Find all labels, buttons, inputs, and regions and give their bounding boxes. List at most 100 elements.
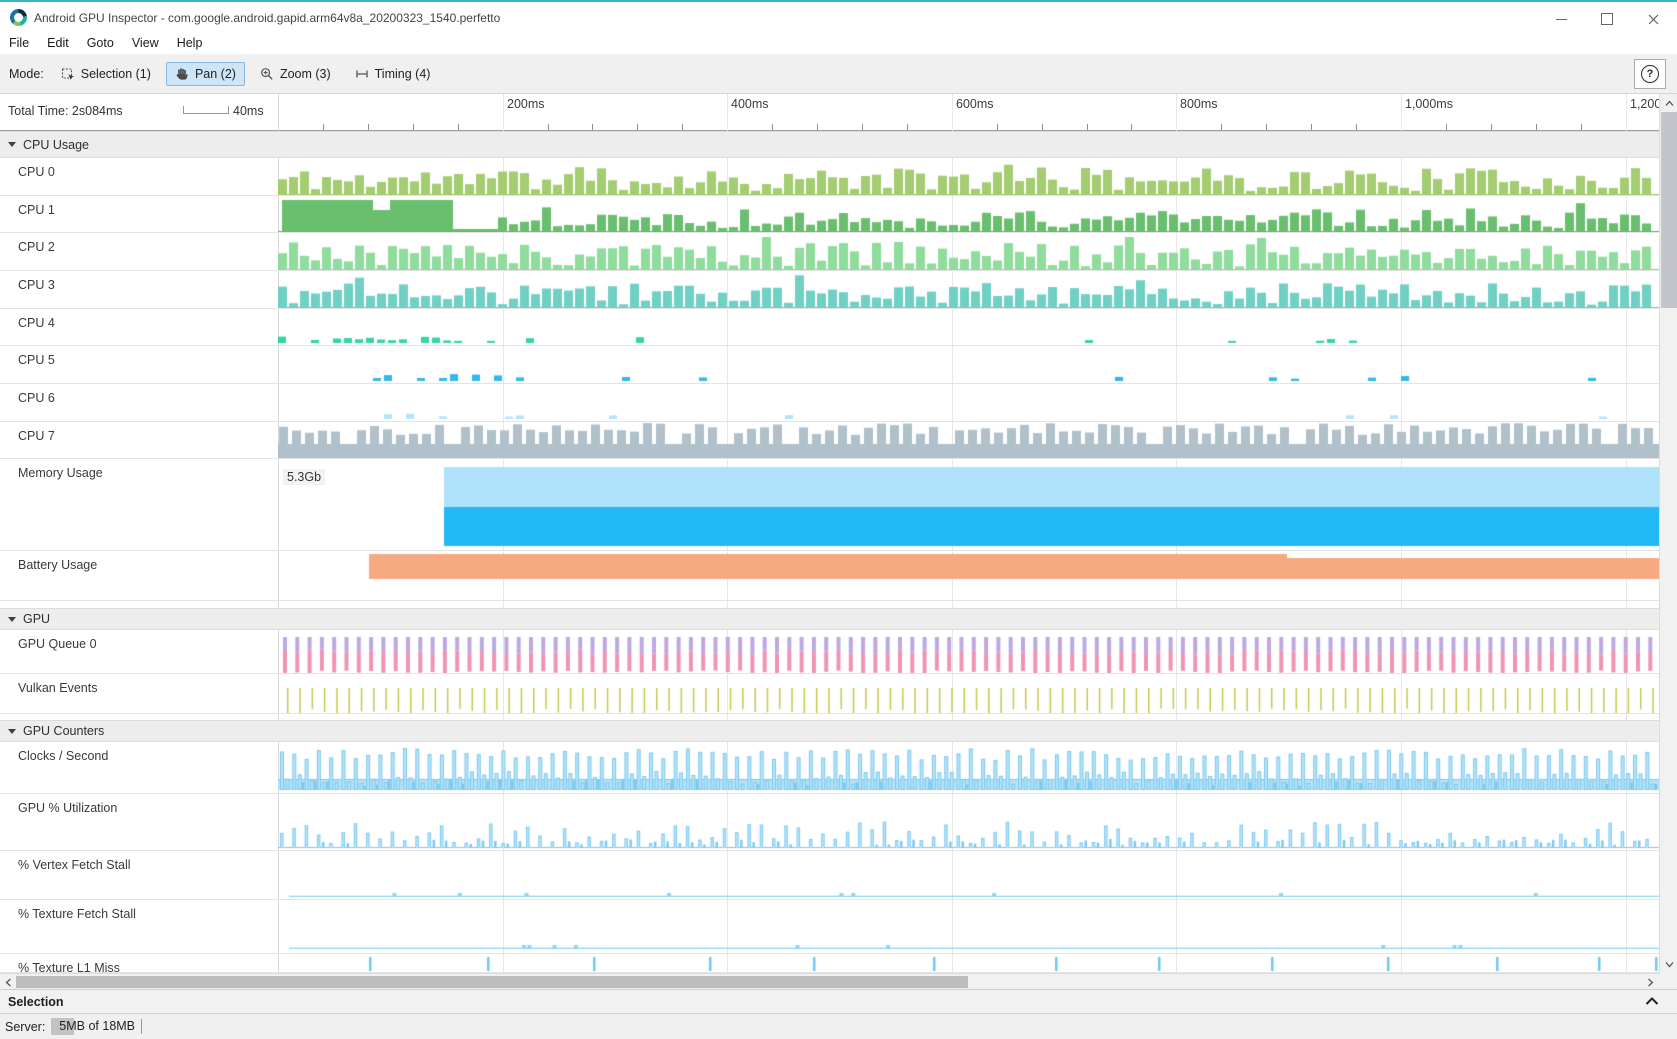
ruler-minor-tick: [772, 124, 773, 130]
track-chart-cpu7[interactable]: [278, 422, 1659, 458]
track-chart-gpu-utilization[interactable]: [278, 794, 1659, 850]
track-chart-cpu1[interactable]: [278, 196, 1659, 232]
menu-item-view[interactable]: View: [131, 36, 159, 50]
track-row-cpu6: CPU 6: [0, 384, 1659, 422]
close-icon: [1648, 14, 1658, 24]
track-row-battery-usage: Battery Usage: [0, 551, 1659, 601]
track-row-cpu3: CPU 3: [0, 271, 1659, 309]
ruler-minor-tick: [682, 124, 683, 130]
track-chart-vulkan-events[interactable]: [278, 674, 1659, 713]
server-memory-value: 5MB of 18MB: [59, 1019, 136, 1033]
maximize-icon: [1601, 13, 1613, 25]
horizontal-scrollbar[interactable]: [0, 973, 1659, 989]
menu-item-goto[interactable]: Goto: [86, 36, 114, 50]
collapse-chevron-icon[interactable]: [1645, 995, 1659, 1009]
ruler-tick-label: 400ms: [731, 97, 769, 111]
ruler-minor-tick: [1131, 124, 1132, 130]
track-chart-cpu0[interactable]: [278, 158, 1659, 195]
track-label-gpu-queue-0: GPU Queue 0: [18, 637, 97, 651]
help-button[interactable]: ?: [1634, 59, 1666, 89]
group-header-gpu[interactable]: GPU: [0, 608, 1659, 630]
track-chart-cpu3[interactable]: [278, 271, 1659, 308]
track-row-cpu5: CPU 5: [0, 346, 1659, 384]
scale-label: 40ms: [233, 104, 264, 118]
track-label-vertex-fetch-stall: % Vertex Fetch Stall: [18, 858, 131, 872]
track-chart-cpu4[interactable]: [278, 309, 1659, 345]
track-label-gpu-utilization: GPU % Utilization: [18, 801, 118, 815]
track-label-texture-fetch-stall: % Texture Fetch Stall: [18, 907, 136, 921]
window-title: Android GPU Inspector - com.google.andro…: [34, 11, 501, 25]
server-memory-fill: [51, 1018, 75, 1035]
track-chart-vertex-fetch-stall[interactable]: [278, 851, 1659, 899]
ruler-minor-tick: [592, 124, 593, 130]
track-chart-texture-l1-miss[interactable]: [278, 954, 1659, 972]
track-label-cpu6: CPU 6: [18, 391, 55, 405]
menu-item-edit[interactable]: Edit: [47, 36, 69, 50]
ruler-minor-tick: [1087, 124, 1088, 130]
track-label-cpu2: CPU 2: [18, 240, 55, 254]
scroll-right-icon[interactable]: [1643, 975, 1657, 989]
track-row-clocks-per-second: Clocks / Second: [0, 742, 1659, 794]
ruler-minor-tick: [997, 124, 998, 130]
track-row-texture-fetch-stall: % Texture Fetch Stall: [0, 900, 1659, 954]
selection-mode-button[interactable]: Selection (1): [52, 62, 160, 86]
timing-mode-button[interactable]: Timing (4): [346, 62, 440, 86]
track-row-gpu-utilization: GPU % Utilization: [0, 794, 1659, 851]
track-label-cpu7: CPU 7: [18, 429, 55, 443]
total-time-label: Total Time: 2s084ms: [8, 104, 123, 118]
track-chart-clocks-per-second[interactable]: [278, 742, 1659, 793]
track-chart-gpu-queue-0[interactable]: [278, 630, 1659, 673]
minimize-icon: [1555, 18, 1567, 20]
track-chart-battery-usage[interactable]: [278, 551, 1659, 600]
menu-item-file[interactable]: File: [9, 36, 30, 50]
ruler-minor-tick: [1581, 124, 1582, 130]
group-header-gpu-counters[interactable]: GPU Counters: [0, 720, 1659, 742]
minimize-button[interactable]: [1546, 9, 1576, 29]
track-row-vulkan-events: Vulkan Events: [0, 674, 1659, 714]
timeline-ruler[interactable]: Total Time: 2s084ms 40ms 200ms 400ms 600ms…: [0, 94, 1677, 131]
help-icon: ?: [1641, 65, 1659, 83]
track-chart-cpu2[interactable]: [278, 233, 1659, 270]
pan-mode-button[interactable]: Pan (2): [165, 61, 245, 86]
status-bar: Server: 5MB of 18MB: [0, 1014, 1677, 1039]
close-button[interactable]: [1638, 9, 1668, 29]
maximize-button[interactable]: [1592, 9, 1622, 29]
window-accent-border: [0, 0, 1677, 2]
track-label-texture-l1-miss: % Texture L1 Miss: [18, 961, 120, 973]
scroll-up-icon[interactable]: [1662, 96, 1676, 110]
scroll-down-icon[interactable]: [1662, 957, 1676, 971]
ruler-minor-tick: [1311, 124, 1312, 130]
horizontal-scrollbar-thumb[interactable]: [16, 976, 968, 988]
ruler-minor-tick: [1536, 124, 1537, 130]
timing-icon: [355, 67, 369, 81]
track-chart-cpu6[interactable]: [278, 384, 1659, 421]
track-chart-texture-fetch-stall[interactable]: [278, 900, 1659, 953]
track-row-vertex-fetch-stall: % Vertex Fetch Stall: [0, 851, 1659, 900]
selection-panel-header[interactable]: Selection: [0, 989, 1677, 1014]
ruler-minor-tick: [637, 124, 638, 130]
track-row-cpu0: CPU 0: [0, 158, 1659, 196]
track-chart-memory-usage[interactable]: [278, 459, 1659, 550]
vertical-scrollbar-thumb[interactable]: [1661, 112, 1677, 308]
ruler-minor-tick: [1221, 124, 1222, 130]
track-label-memory-usage: Memory Usage: [18, 466, 103, 480]
scale-bracket: [183, 106, 229, 114]
app-logo-icon: [10, 9, 27, 26]
track-chart-cpu5[interactable]: [278, 346, 1659, 383]
track-label-clocks-per-second: Clocks / Second: [18, 749, 109, 763]
ruler-tick-label: 200ms: [507, 97, 545, 111]
title-bar: Android GPU Inspector - com.google.andro…: [0, 2, 1677, 32]
menu-item-help[interactable]: Help: [176, 36, 203, 50]
zoom-mode-button[interactable]: Zoom (3): [251, 62, 340, 86]
track-row-cpu1: CPU 1: [0, 196, 1659, 233]
group-header-cpu-usage[interactable]: CPU Usage: [0, 131, 1659, 158]
track-row-gpu-queue-0: GPU Queue 0: [0, 630, 1659, 674]
mode-label: Mode:: [9, 66, 44, 81]
zoom-icon: [260, 67, 274, 81]
scroll-left-icon[interactable]: [1, 975, 15, 989]
vertical-scrollbar[interactable]: [1659, 94, 1677, 973]
ruler-minor-tick: [458, 124, 459, 130]
ruler-minor-tick: [1446, 124, 1447, 130]
server-memory-gauge: 5MB of 18MB: [51, 1018, 143, 1035]
group-label: GPU Counters: [23, 724, 105, 738]
